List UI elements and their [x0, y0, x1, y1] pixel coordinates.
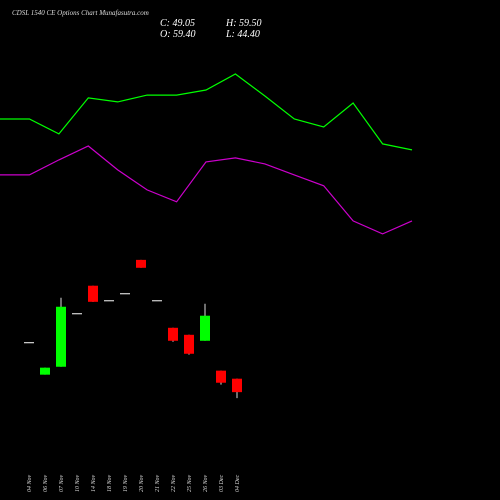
x-tick-label: 20 Nov [139, 474, 145, 492]
candle-body [56, 306, 66, 367]
chart-title: CDSL 1540 CE Options Chart Munafasutra.c… [12, 9, 149, 17]
x-tick-label: 19 Nov [123, 474, 129, 492]
ohlc-label: L: 44.40 [225, 29, 260, 40]
candle-body [168, 327, 178, 341]
x-tick-label: 26 Nov [203, 474, 209, 492]
x-tick-label: 21 Nov [155, 474, 161, 492]
ohlc-label: C: 49.05 [160, 18, 195, 29]
candle-body [104, 300, 114, 302]
ohlc-label: H: 59.50 [225, 18, 262, 29]
x-tick-label: 04 Dec [234, 475, 241, 492]
x-tick-label: 25 Nov [187, 474, 193, 492]
x-tick-label: 22 Nov [171, 474, 177, 492]
indicator-line [0, 145, 413, 235]
candle-body [120, 293, 130, 295]
indicator-line [0, 73, 413, 151]
x-tick-label: 07 Nov [59, 474, 65, 492]
candle-body [24, 342, 34, 344]
candle-body [216, 370, 226, 383]
x-tick-label: 14 Nov [90, 474, 97, 492]
x-tick-label: 06 Nov [43, 474, 49, 492]
candle-body [136, 259, 146, 268]
candle-body [232, 378, 242, 393]
candle-body [88, 285, 98, 302]
x-tick-label: 03 Dec [219, 475, 225, 492]
candle-body [152, 300, 162, 302]
candle-body [184, 334, 194, 354]
candle-body [72, 313, 82, 315]
x-tick-label: 18 Nov [107, 474, 113, 492]
x-tick-label: 04 Nov [26, 474, 33, 492]
candle-body [40, 367, 50, 375]
ohlc-label: O: 59.40 [160, 29, 196, 40]
candle-body [200, 315, 210, 341]
x-tick-label: 10 Nov [75, 474, 81, 492]
